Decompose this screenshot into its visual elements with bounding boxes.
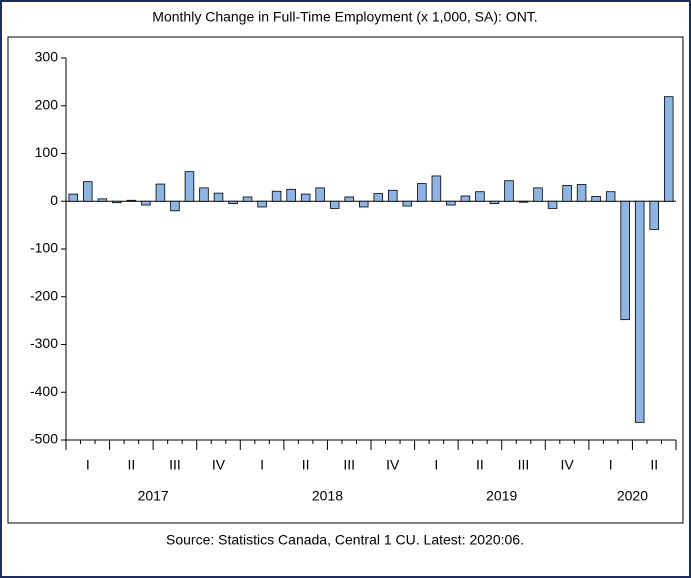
year-label: 2020 bbox=[617, 488, 648, 504]
bar bbox=[344, 196, 354, 202]
bar bbox=[126, 199, 137, 202]
bar bbox=[155, 183, 166, 202]
bar bbox=[547, 200, 558, 209]
y-tick-label: 300 bbox=[35, 49, 59, 65]
source-note: Source: Statistics Canada, Central 1 CU.… bbox=[166, 532, 524, 548]
bar bbox=[460, 195, 471, 202]
bar bbox=[170, 200, 180, 212]
year-label: 2017 bbox=[138, 488, 169, 504]
bar bbox=[634, 200, 645, 423]
bar bbox=[213, 192, 224, 202]
x-tick-label: I bbox=[609, 457, 613, 473]
bar bbox=[518, 200, 529, 203]
bar bbox=[402, 200, 413, 207]
x-tick-label: II bbox=[650, 457, 658, 473]
x-tick-label: I bbox=[434, 457, 438, 473]
bar bbox=[83, 181, 93, 202]
bar bbox=[475, 191, 485, 202]
y-tick-label: -400 bbox=[30, 383, 58, 399]
bar bbox=[358, 200, 369, 208]
bar bbox=[504, 180, 514, 202]
x-tick-label: II bbox=[127, 457, 135, 473]
chart-title: Monthly Change in Full-Time Employment (… bbox=[152, 9, 537, 25]
x-tick-label: I bbox=[260, 457, 264, 473]
bar bbox=[228, 200, 238, 205]
bar bbox=[591, 196, 601, 202]
y-tick-label: -200 bbox=[30, 287, 58, 303]
bar bbox=[184, 171, 195, 202]
bar bbox=[199, 187, 209, 202]
y-tick-label: -500 bbox=[30, 431, 58, 447]
x-tick-label: II bbox=[302, 457, 310, 473]
bar bbox=[242, 196, 253, 202]
y-tick-label: 100 bbox=[35, 144, 59, 160]
bar bbox=[431, 175, 442, 202]
bar bbox=[417, 183, 427, 202]
bar bbox=[373, 193, 384, 202]
bar bbox=[388, 189, 398, 202]
y-tick-label: -300 bbox=[30, 335, 58, 351]
bar bbox=[446, 200, 456, 206]
bar bbox=[112, 200, 122, 204]
bar bbox=[533, 187, 543, 202]
x-tick-label: II bbox=[476, 457, 484, 473]
x-tick-label: III bbox=[169, 457, 181, 473]
bar bbox=[271, 190, 282, 202]
y-tick-label: 200 bbox=[35, 96, 59, 112]
bar bbox=[68, 193, 79, 202]
x-tick-label: IV bbox=[386, 457, 400, 473]
year-label: 2019 bbox=[486, 488, 517, 504]
bar bbox=[605, 191, 616, 202]
bar bbox=[329, 200, 340, 209]
bar bbox=[489, 200, 500, 205]
bar bbox=[315, 187, 325, 202]
bar bbox=[620, 200, 630, 321]
y-tick-label: 0 bbox=[50, 192, 58, 208]
bar bbox=[562, 185, 572, 202]
bar bbox=[576, 184, 587, 202]
plot-frame bbox=[7, 36, 684, 524]
x-tick-label: IV bbox=[212, 457, 226, 473]
x-tick-label: III bbox=[518, 457, 530, 473]
x-tick-label: IV bbox=[560, 457, 574, 473]
bar bbox=[141, 200, 151, 206]
bar bbox=[300, 193, 311, 202]
x-tick-label: III bbox=[343, 457, 355, 473]
bar bbox=[663, 96, 674, 202]
bar bbox=[97, 198, 108, 202]
bar bbox=[257, 200, 267, 208]
year-label: 2018 bbox=[312, 488, 343, 504]
bar bbox=[286, 188, 296, 202]
x-tick-label: I bbox=[86, 457, 90, 473]
y-tick-label: -100 bbox=[30, 240, 58, 256]
bar bbox=[649, 200, 659, 230]
